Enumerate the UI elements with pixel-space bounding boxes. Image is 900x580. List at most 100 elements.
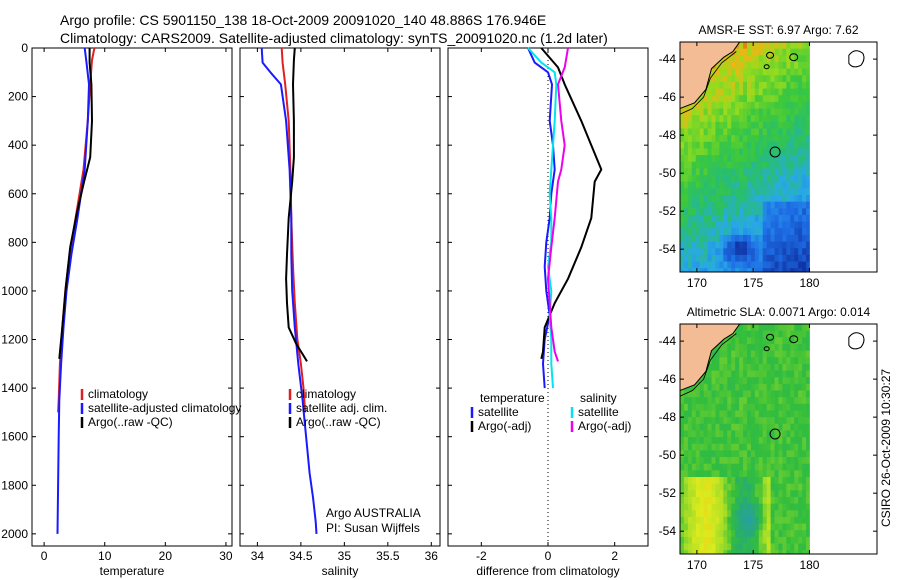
field-cell [731,397,736,405]
field-cell [711,141,716,149]
field-cell [695,201,701,209]
field-cell [683,470,689,478]
field-cell [695,208,701,216]
field-cell [762,128,768,136]
field-cell [683,228,689,236]
field-cell [703,430,708,438]
x-tick-label: 170 [687,276,707,290]
field-cell [707,417,712,425]
field-cell [786,450,791,458]
field-cell [806,268,810,272]
field-cell [782,457,787,465]
field-cell [719,261,724,269]
field-cell [770,463,775,471]
field-cell [802,248,807,256]
field-cell [707,510,712,518]
field-cell [794,450,799,458]
field-cell [743,457,748,465]
field-cell [750,168,756,176]
field-cell [743,490,748,498]
field-cell [758,357,764,365]
field-cell [723,437,728,445]
field-cell [715,115,720,123]
field-cell [707,530,712,538]
field-cell [739,101,744,109]
field-cell [754,423,760,431]
field-cell [770,363,775,371]
field-cell [766,443,772,451]
field-cell [798,377,803,385]
field-cell [794,61,799,70]
field-cell [739,437,744,445]
field-cell [683,443,689,451]
field-cell [687,248,693,256]
field-cell [782,155,787,163]
field-cell [806,148,810,156]
field-cell [774,430,779,438]
field-cell [683,410,689,418]
field-cell [695,450,701,458]
field-cell [806,95,810,103]
field-cell [699,543,705,551]
field-cell [739,261,744,269]
field-cell [723,55,728,63]
field-cell [743,161,748,169]
field-cell [782,48,787,56]
field-cell [680,516,685,524]
field-cell [683,490,689,498]
legend-entry: Argo(-adj) [478,419,531,433]
field-cell [746,168,752,176]
field-cell [715,443,720,451]
field-cell [739,490,744,498]
field-cell [806,490,810,498]
field-cell [691,523,697,531]
field-cell [723,496,728,505]
field-cell [802,228,807,236]
field-cell [806,261,810,269]
field-cell [802,523,807,531]
field-cell [711,155,716,163]
field-cell [750,55,756,63]
field-cell [794,81,799,89]
field-cell [758,95,764,103]
map-panel-1: AMSR-E SST: 6.97 Argo: 7.62-44-46-48-50-… [659,23,878,290]
field-cell [739,68,744,76]
field-cell [711,383,716,391]
field-cell [731,490,736,498]
field-cell [687,490,693,498]
field-cell [711,443,716,451]
field-cell [806,175,810,183]
field-cell [683,457,689,465]
field-cell [774,397,779,405]
plot-frame [239,47,441,547]
field-cell [762,201,768,209]
field-cell [762,208,768,216]
field-cell [790,477,795,485]
series-line-2 [56,47,90,534]
field-cell [687,261,693,269]
field-cell [711,470,716,478]
field-cell [762,155,768,163]
field-cell [758,181,764,189]
field-cell [802,470,807,478]
field-cell [790,530,795,538]
field-cell [790,128,795,136]
field-cell [723,403,728,411]
x-tick-label: 180 [799,276,819,290]
field-cell [794,234,799,242]
field-cell [723,390,728,398]
field-cell [731,128,736,136]
field-cell [715,234,720,242]
field-cell [731,101,736,109]
field-cell [794,390,799,398]
field-cell [774,490,779,498]
field-cell [680,490,685,498]
field-cell [727,261,732,269]
field-cell [766,195,772,203]
field-cell [707,254,712,262]
field-cell [707,201,712,209]
field-cell [723,201,728,209]
field-cell [715,208,720,216]
field-cell [719,128,724,136]
field-cell [798,181,803,189]
